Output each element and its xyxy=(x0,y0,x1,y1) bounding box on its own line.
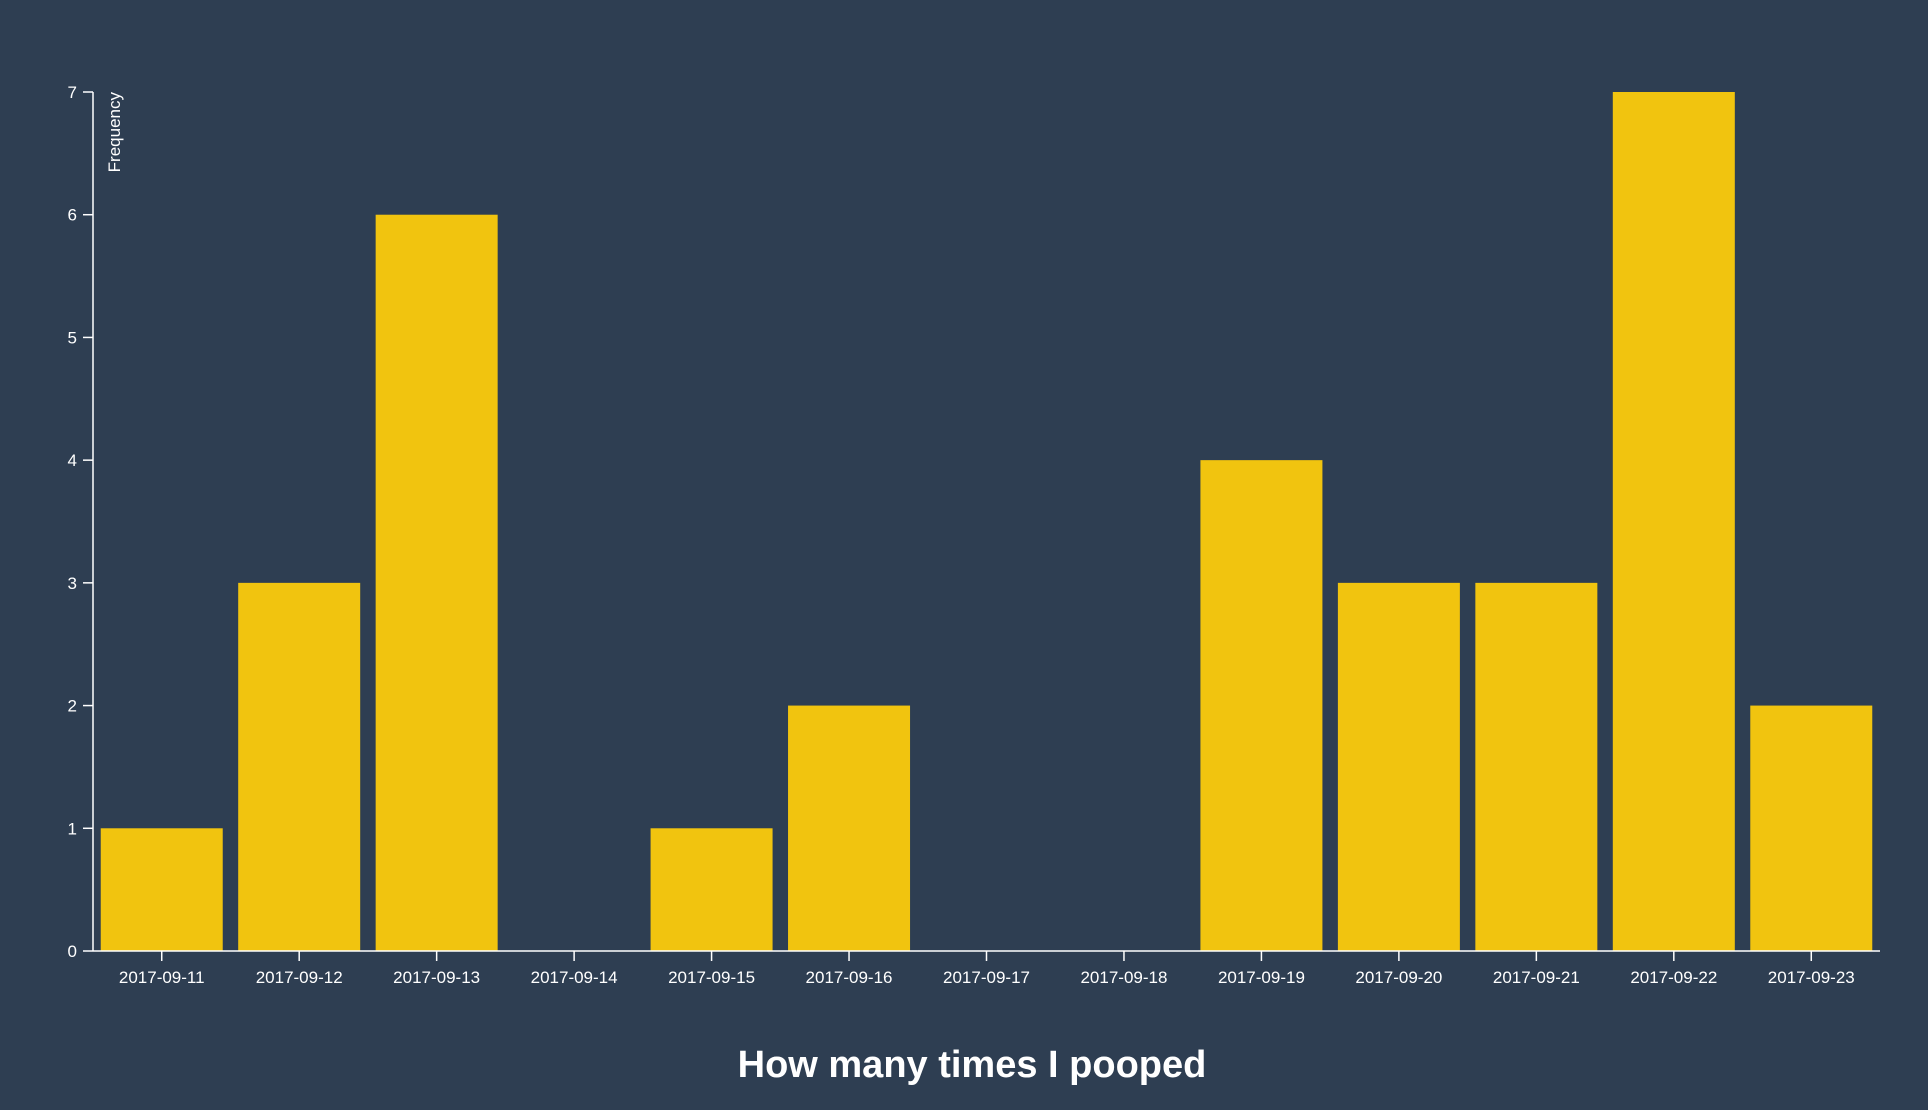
y-axis: 0 1 2 3 4 5 6 7 xyxy=(68,83,94,961)
y-tick-label-5: 5 xyxy=(68,328,77,347)
x-tick-label-2017-09-14: 2017-09-14 xyxy=(531,968,618,987)
x-tick-label-2017-09-15: 2017-09-15 xyxy=(668,968,755,987)
y-tick-label-3: 3 xyxy=(68,574,77,593)
bar-2017-09-16 xyxy=(788,705,911,951)
y-tick-label-0: 0 xyxy=(68,942,77,961)
x-tick-label-2017-09-23: 2017-09-23 xyxy=(1768,968,1855,987)
x-tick-label-2017-09-13: 2017-09-13 xyxy=(393,968,480,987)
x-tick-label-2017-09-20: 2017-09-20 xyxy=(1355,968,1442,987)
x-axis: 2017-09-11 2017-09-12 2017-09-13 2017-09-14… xyxy=(93,950,1880,987)
y-tick-label-1: 1 xyxy=(68,819,77,838)
x-tick-label-2017-09-19: 2017-09-19 xyxy=(1218,968,1305,987)
bar-2017-09-22 xyxy=(1612,92,1735,951)
y-tick-label-4: 4 xyxy=(68,451,77,470)
y-tick-label-2: 2 xyxy=(68,697,77,716)
bar-2017-09-21 xyxy=(1475,582,1598,951)
x-tick-label-2017-09-11: 2017-09-11 xyxy=(119,968,205,987)
x-tick-label-2017-09-21: 2017-09-21 xyxy=(1493,968,1580,987)
x-tick-label-2017-09-18: 2017-09-18 xyxy=(1080,968,1167,987)
bar-2017-09-13 xyxy=(375,214,498,951)
x-tick-label-2017-09-12: 2017-09-12 xyxy=(256,968,343,987)
y-tick-label-6: 6 xyxy=(68,206,77,225)
bar-2017-09-20 xyxy=(1337,582,1460,951)
bar-2017-09-15 xyxy=(650,828,773,951)
bar-2017-09-11 xyxy=(100,828,223,951)
y-tick-label-7: 7 xyxy=(68,83,77,102)
x-tick-label-2017-09-17: 2017-09-17 xyxy=(943,968,1030,987)
bar-2017-09-12 xyxy=(238,582,361,951)
bars-layer xyxy=(100,92,1873,951)
chart-title: How many times I pooped xyxy=(738,1044,1207,1086)
bar-2017-09-23 xyxy=(1750,705,1873,951)
x-tick-label-2017-09-22: 2017-09-22 xyxy=(1630,968,1717,987)
bar-2017-09-19 xyxy=(1200,460,1323,951)
y-axis-label: Frequency xyxy=(105,92,124,173)
x-tick-label-2017-09-16: 2017-09-16 xyxy=(806,968,893,987)
